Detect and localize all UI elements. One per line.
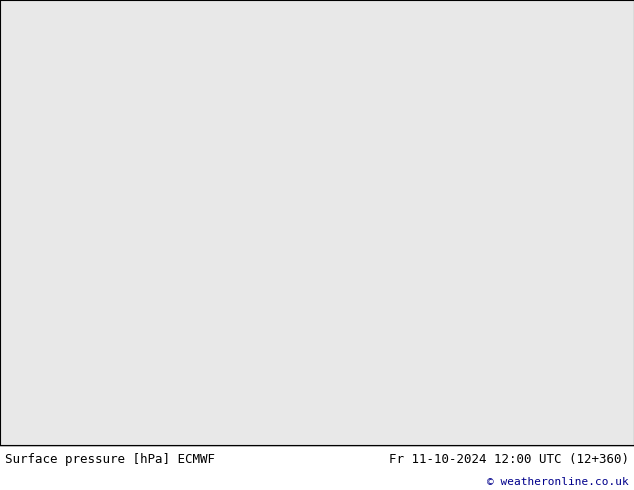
Text: © weatheronline.co.uk: © weatheronline.co.uk — [487, 477, 629, 487]
Text: Surface pressure [hPa] ECMWF: Surface pressure [hPa] ECMWF — [5, 453, 215, 466]
Text: Fr 11-10-2024 12:00 UTC (12+360): Fr 11-10-2024 12:00 UTC (12+360) — [389, 453, 629, 466]
